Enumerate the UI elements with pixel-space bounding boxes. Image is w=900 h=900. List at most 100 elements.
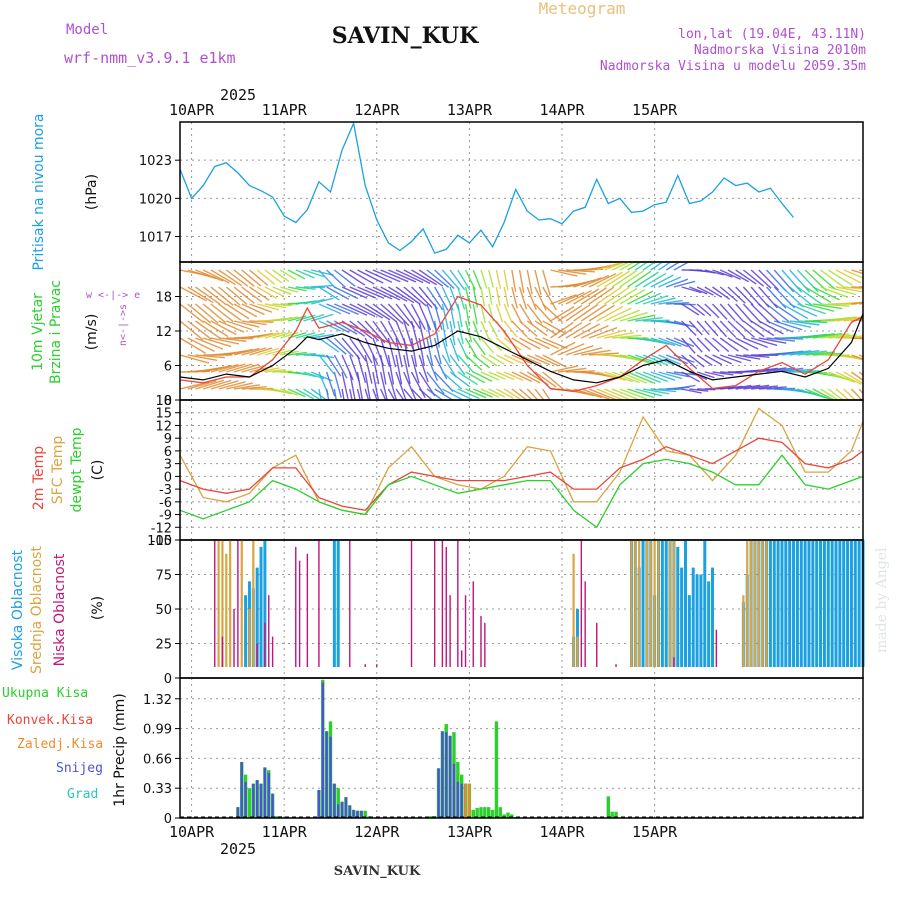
wind-arrow: [233, 347, 260, 356]
wind-arrow: [712, 286, 731, 300]
wind-arrow: [789, 320, 820, 326]
wind-arrow: [410, 320, 420, 350]
wind-arrow: [743, 354, 770, 358]
high-cloud-bar: [819, 540, 823, 667]
low-cloud-bar: [318, 540, 320, 667]
wind-arrow: [696, 286, 714, 296]
wind-arrow: [434, 354, 448, 380]
wind-arrow: [249, 320, 274, 324]
wind-arrow: [619, 311, 648, 322]
wind-arrow: [550, 269, 578, 277]
wind-arrow: [666, 302, 690, 305]
y-tick-label: 3: [164, 458, 172, 473]
wind-arrow: [333, 371, 342, 398]
wind-arrow: [550, 294, 577, 305]
y-tick-label: 1020: [139, 192, 172, 207]
wind-arrow: [750, 286, 770, 308]
wind-arrow: [635, 317, 663, 322]
wind-arrow: [835, 371, 862, 385]
wind-arrow: [588, 304, 615, 322]
wind-arrow: [495, 269, 502, 290]
temp-unit: (C): [90, 460, 106, 481]
wind-arrow: [758, 367, 787, 373]
wind-arrow: [635, 371, 662, 384]
wind-arrow: [557, 304, 583, 322]
wind-arrow: [280, 286, 299, 293]
wind-arrow: [202, 269, 230, 284]
wind-arrow: [218, 269, 243, 287]
wind-arrow: [356, 371, 364, 400]
top-day-label: 12APR: [354, 101, 400, 119]
wind-arrow: [180, 320, 204, 341]
y-tick-label: 0: [164, 812, 172, 827]
mid-cloud-bar: [638, 540, 641, 667]
wind-arrow: [333, 337, 354, 358]
snow-bar: [317, 790, 321, 818]
wind-arrow: [241, 303, 265, 316]
wind-arrow: [665, 337, 688, 348]
total-precip-bar: [429, 816, 433, 818]
mid-cloud-bar: [576, 636, 579, 667]
wind-arrow: [388, 286, 415, 304]
wind-arrow: [827, 388, 845, 400]
panels: 101710201023061218-15-12-9-6-30369121518…: [139, 121, 865, 827]
wind-arrow: [326, 303, 351, 315]
wind-arrow: [596, 371, 626, 381]
total-precip-bar: [483, 807, 487, 818]
wind-arrow: [503, 303, 513, 324]
snow-bar: [448, 735, 452, 818]
wind-arrow: [410, 371, 426, 399]
snow-bar: [267, 772, 270, 818]
wind-arrow: [534, 303, 553, 324]
wind-arrow: [812, 388, 836, 400]
wind-arrow: [195, 354, 226, 359]
wind-arrow: [496, 354, 514, 365]
wind-arrow: [742, 269, 765, 287]
wind-arrow: [441, 354, 457, 378]
wind-arrow: [751, 367, 778, 373]
wind-arrow: [642, 388, 670, 395]
wind-arrow: [465, 354, 483, 371]
wind-arrow: [580, 303, 607, 322]
wind-arrow: [195, 269, 224, 282]
high-cloud-bar: [768, 540, 772, 667]
wind-arrow: [372, 371, 380, 400]
wind-arrow: [464, 286, 472, 309]
wind-arrow: [503, 354, 524, 365]
wind-arrow: [658, 262, 672, 271]
mid-cloud-bar: [761, 540, 764, 667]
low-cloud-bar: [298, 560, 301, 667]
low-cloud-bar: [268, 595, 270, 667]
wind-arrow: [542, 388, 551, 400]
high-cloud-bar: [803, 540, 807, 667]
wind-arrow: [480, 371, 500, 381]
snow-bar: [348, 805, 351, 818]
snow-bar: [252, 783, 255, 818]
wind-arrow: [858, 388, 863, 395]
wind-arrow: [789, 303, 818, 317]
wind-arrow: [395, 286, 421, 305]
cloud-unit: (%): [90, 596, 106, 620]
wind-arrow: [750, 320, 775, 337]
high-cloud-bar: [815, 540, 819, 667]
wind-arrow: [349, 303, 376, 318]
wind-arrow: [264, 286, 285, 298]
snow-bar: [329, 736, 332, 818]
high-cloud-bar: [660, 540, 664, 667]
mid-cloud-bar: [753, 540, 757, 667]
wind-arrow: [805, 351, 835, 356]
wind-arrow: [280, 388, 299, 396]
wind-arrow: [542, 269, 551, 296]
wind-arrow: [851, 301, 863, 305]
wind-arrow: [318, 286, 340, 301]
wind-arrow: [226, 363, 253, 373]
wind-arrow: [441, 269, 460, 290]
y-tick-label: 12: [155, 325, 172, 340]
wind-arrow: [627, 371, 654, 384]
wind-arrow: [611, 270, 638, 288]
wind-arrow: [295, 286, 317, 290]
wind-arrow: [812, 332, 843, 339]
total-precip-bar: [487, 807, 491, 818]
wind-arrow: [719, 320, 737, 338]
wind-arrow: [634, 271, 659, 288]
